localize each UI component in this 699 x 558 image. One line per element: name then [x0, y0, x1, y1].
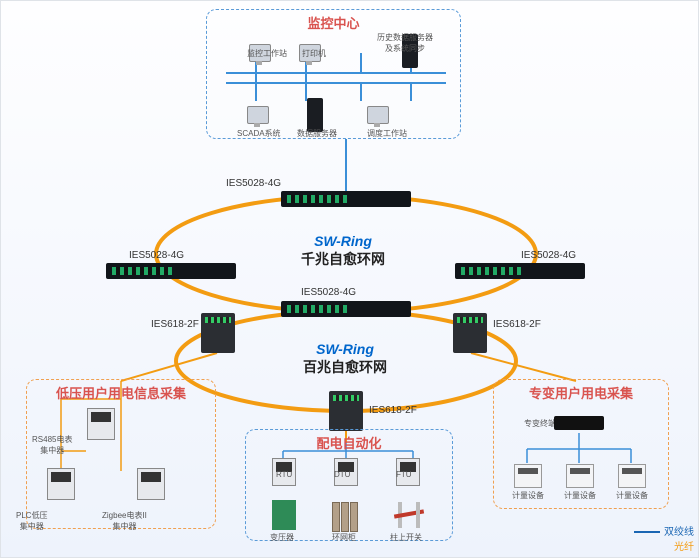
dedicated-transformer-title: 专变用户用电采集 — [494, 383, 668, 402]
device-label: 调度工作站 — [367, 128, 407, 139]
distribution-automation-title: 配电自动化 — [246, 433, 452, 452]
distribution-automation-box: 配电自动化 RTU DTU FTU 变压器 环网柜 柱上开关 — [245, 429, 453, 541]
low-voltage-title: 低压用户用电信息采集 — [27, 383, 215, 402]
meter-icon — [618, 464, 646, 488]
device-label: 变压器 — [270, 532, 294, 543]
device-label: 打印机 — [302, 48, 326, 59]
data-server-icon — [307, 98, 323, 132]
industrial-switch-icon — [453, 313, 487, 353]
ring1-title: SW-Ring 千兆自愈环网 — [301, 233, 385, 269]
switch-label: IES5028-4G — [226, 178, 281, 189]
low-voltage-box: 低压用户用电信息采集 RS485电表 集中器PLC低压 集中器Zigbee电表I… — [26, 379, 216, 529]
pole-switch-icon — [394, 502, 424, 528]
meter-icon — [566, 464, 594, 488]
device-label: PLC低压 集中器 — [16, 510, 48, 532]
transformer-icon — [272, 500, 296, 530]
scada-icon — [247, 106, 269, 124]
device-label: DTU — [334, 470, 350, 479]
gateway-icon — [554, 416, 604, 430]
gateway-label: 专变终端 — [524, 418, 556, 429]
device-label: RS485电表 集中器 — [32, 434, 72, 456]
meter-label: 计量设备 — [616, 490, 648, 501]
switch-label: IES618-2F — [369, 405, 417, 416]
rs485-meter-icon — [87, 408, 115, 440]
dispatch-ws-icon — [367, 106, 389, 124]
legend-fiber: 光纤 — [674, 542, 694, 553]
dedicated-transformer-box: 专变用户用电采集 专变终端 计量设备 计量设备 计量设备 — [493, 379, 669, 509]
industrial-switch-icon — [201, 313, 235, 353]
device-label: SCADA系统 — [237, 128, 281, 139]
rack-switch-icon — [455, 263, 585, 279]
rack-switch-icon — [106, 263, 236, 279]
switch-label: IES5028-4G — [301, 287, 356, 298]
diagram-canvas: 监控中心 监控工作站 打印机 历史数据服务器 及系统同步 SCADA系统 数据服务器 调度… — [0, 0, 699, 558]
meter-icon — [514, 464, 542, 488]
monitoring-center-title: 监控中心 — [207, 13, 460, 32]
ring2-title: SW-Ring 百兆自愈环网 — [303, 341, 387, 377]
rack-switch-icon — [281, 301, 411, 317]
device-label: Zigbee电表II 集中器 — [102, 510, 147, 532]
rack-switch-icon — [281, 191, 411, 207]
zigbee-meter-icon — [137, 468, 165, 500]
switch-label: IES5028-4G — [129, 250, 184, 261]
legend: 双绞线 光纤 — [634, 523, 694, 553]
device-label: 历史数据服务器 及系统同步 — [377, 32, 433, 54]
plc-concentrator-icon — [47, 468, 75, 500]
device-label: 数据服务器 — [297, 128, 337, 139]
device-label: 监控工作站 — [247, 48, 287, 59]
switch-label: IES618-2F — [151, 319, 199, 330]
switch-label: IES618-2F — [493, 319, 541, 330]
industrial-switch-icon — [329, 391, 363, 431]
ring-main-unit-icon — [332, 502, 358, 530]
switch-label: IES5028-4G — [521, 250, 576, 261]
legend-twisted: 双绞线 — [664, 527, 694, 538]
meter-label: 计量设备 — [564, 490, 596, 501]
device-label: RTU — [276, 470, 292, 479]
meter-label: 计量设备 — [512, 490, 544, 501]
device-label: 柱上开关 — [390, 532, 422, 543]
device-label: 环网柜 — [332, 532, 356, 543]
device-label: FTU — [396, 470, 412, 479]
monitoring-center-box: 监控中心 监控工作站 打印机 历史数据服务器 及系统同步 SCADA系统 数据服务器 调度… — [206, 9, 461, 139]
